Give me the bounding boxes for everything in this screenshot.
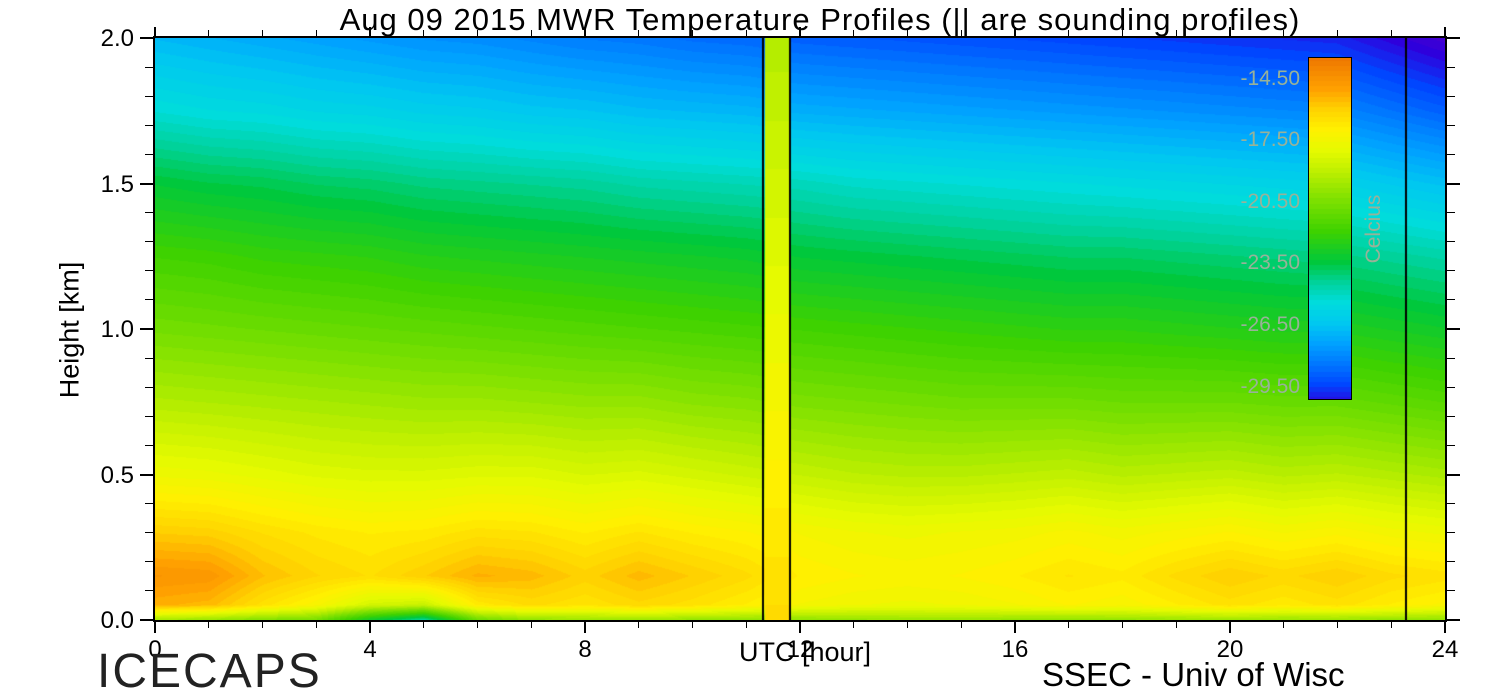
y-axis-minor-tick bbox=[1447, 299, 1455, 301]
y-axis-tick-label: 2.0 bbox=[100, 25, 134, 52]
x-axis-minor-tick bbox=[1175, 622, 1177, 628]
x-axis-minor-tick bbox=[692, 622, 693, 628]
chart-title: Aug 09 2015 MWR Temperature Profiles (||… bbox=[339, 2, 1301, 37]
x-axis-minor-tick bbox=[1283, 622, 1285, 628]
x-axis-minor-tick bbox=[208, 622, 210, 628]
x-axis-major-tick bbox=[369, 622, 371, 633]
heatmap-canvas bbox=[155, 38, 1445, 620]
x-axis-minor-tick bbox=[960, 622, 962, 628]
y-axis-minor-tick bbox=[145, 561, 153, 563]
y-axis-minor-tick bbox=[145, 270, 153, 272]
y-axis-minor-tick bbox=[145, 95, 153, 97]
x-axis-minor-tick bbox=[423, 622, 425, 628]
x-axis-minor-tick bbox=[530, 622, 532, 628]
x-axis-minor-tick bbox=[1122, 622, 1123, 628]
project-name-text: ICECAPS bbox=[97, 645, 322, 698]
y-axis-minor-tick bbox=[1447, 561, 1455, 563]
y-axis-minor-tick bbox=[145, 532, 153, 534]
y-axis-minor-tick bbox=[145, 415, 153, 417]
x-axis-minor-tick bbox=[638, 622, 640, 628]
y-axis-tick-label: 0.0 bbox=[100, 607, 134, 634]
y-axis-tick-label: 0.5 bbox=[100, 461, 134, 489]
y-axis-minor-tick bbox=[1447, 270, 1455, 272]
x-axis-minor-tick bbox=[1390, 622, 1392, 628]
y-axis-minor-tick bbox=[1447, 386, 1455, 388]
y-axis-minor-tick bbox=[1447, 124, 1455, 126]
x-axis-minor-tick bbox=[262, 622, 263, 628]
y-axis-minor-tick bbox=[145, 66, 153, 68]
x-axis-minor-tick bbox=[853, 622, 855, 628]
x-axis-minor-tick bbox=[907, 622, 908, 628]
y-axis-minor-tick bbox=[1447, 66, 1455, 68]
y-axis-major-tick bbox=[1447, 619, 1460, 621]
y-axis-minor-tick bbox=[145, 299, 153, 301]
x-axis-tick-label: 8 bbox=[578, 636, 592, 663]
y-axis-minor-tick bbox=[145, 212, 153, 214]
plot-area bbox=[155, 38, 1445, 620]
y-axis-minor-tick bbox=[1447, 241, 1455, 243]
x-axis-minor-tick bbox=[315, 622, 317, 628]
x-axis-title: UTC [hour] bbox=[738, 637, 872, 667]
y-axis-minor-tick bbox=[1447, 532, 1455, 534]
y-axis-minor-tick bbox=[145, 503, 153, 505]
y-axis-minor-tick bbox=[1447, 503, 1455, 505]
y-axis-minor-tick bbox=[145, 357, 153, 359]
x-axis-minor-tick bbox=[745, 622, 747, 628]
y-axis-minor-tick bbox=[1447, 95, 1455, 97]
x-axis-major-tick bbox=[1444, 622, 1446, 633]
y-axis-major-tick bbox=[140, 37, 153, 39]
y-axis-major-tick bbox=[140, 619, 153, 621]
x-axis-major-tick bbox=[799, 622, 801, 633]
colorbar-canvas bbox=[1309, 58, 1351, 399]
y-axis-minor-tick bbox=[1447, 212, 1455, 214]
x-axis-minor-tick bbox=[477, 622, 478, 628]
y-axis-minor-tick bbox=[145, 386, 153, 388]
colorbar-title: Celcius bbox=[1362, 194, 1385, 264]
y-axis-minor-tick bbox=[1447, 444, 1455, 446]
y-axis-minor-tick bbox=[1447, 590, 1455, 592]
y-axis-minor-tick bbox=[145, 444, 153, 446]
institution-text: SSEC - Univ of Wisc bbox=[1042, 656, 1345, 693]
x-axis-major-tick bbox=[584, 622, 586, 633]
y-axis-minor-tick bbox=[145, 590, 153, 592]
y-axis-major-tick bbox=[1447, 328, 1460, 330]
x-axis-minor-tick bbox=[1068, 622, 1070, 628]
y-axis-major-tick bbox=[1447, 473, 1460, 476]
x-axis-minor-tick bbox=[1337, 622, 1338, 628]
x-axis-major-tick bbox=[1014, 622, 1016, 633]
x-axis-major-tick bbox=[154, 27, 156, 36]
y-axis-minor-tick bbox=[145, 153, 153, 155]
y-axis-tick-label: 1.5 bbox=[100, 170, 134, 198]
y-axis-title: Height [km] bbox=[54, 261, 85, 399]
x-axis-tick-label: 4 bbox=[363, 636, 377, 663]
y-axis-major-tick bbox=[1447, 182, 1460, 185]
y-axis-minor-tick bbox=[1447, 415, 1455, 417]
y-axis-major-tick bbox=[140, 182, 153, 185]
y-axis-minor-tick bbox=[1447, 153, 1455, 155]
x-axis-major-tick bbox=[154, 622, 156, 633]
x-axis-tick-label: 24 bbox=[1431, 636, 1459, 663]
x-axis-major-tick bbox=[1229, 622, 1231, 633]
y-axis-minor-tick bbox=[1447, 357, 1455, 359]
y-axis-major-tick bbox=[140, 473, 153, 476]
y-axis-major-tick bbox=[140, 328, 153, 330]
y-axis-minor-tick bbox=[145, 241, 153, 243]
y-axis-minor-tick bbox=[145, 124, 153, 126]
colorbar bbox=[1308, 57, 1352, 400]
